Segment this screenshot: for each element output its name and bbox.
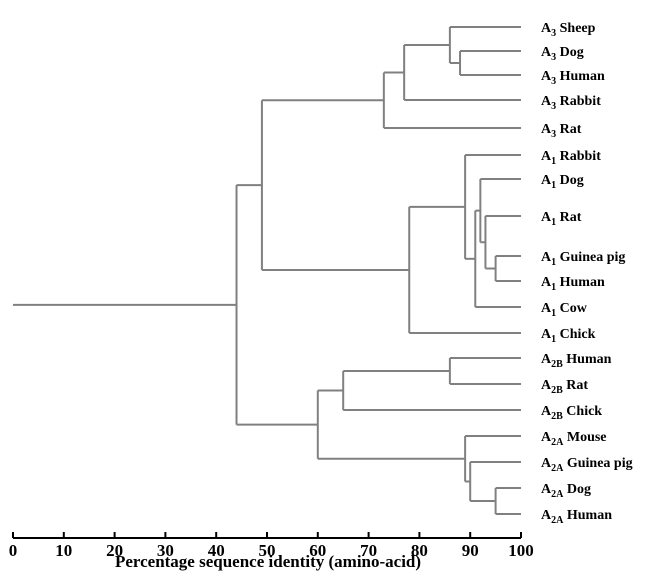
leaf-label: A3 Rat <box>541 122 582 140</box>
x-tick-label: 90 <box>462 541 479 560</box>
x-tick-label: 10 <box>55 541 72 560</box>
leaf-label: A1 Rabbit <box>541 149 601 167</box>
x-axis-title: Percentage sequence identity (amino-acid… <box>114 552 422 571</box>
x-tick-label: 20 <box>106 541 123 560</box>
leaf-label: A2B Human <box>541 352 612 370</box>
leaf-label: A1 Guinea pig <box>541 250 625 268</box>
x-axis: 0 10 20 30 40 50 60 70 80 90 100 <box>9 532 534 560</box>
x-tick-label: 0 <box>9 541 18 560</box>
x-tick-label: 30 <box>157 541 174 560</box>
x-tick-label: 70 <box>360 541 377 560</box>
x-tick-label: 80 <box>411 541 428 560</box>
leaf-label: A3 Human <box>541 69 605 87</box>
leaf-labels: A3 Sheep A3 Dog A3 Human A3 Rabbit A3 Rat A1 … <box>541 21 633 526</box>
leaf-label: A1 Cow <box>541 301 588 319</box>
leaf-label: A2A Dog <box>541 482 591 500</box>
leaf-label: A2B Chick <box>541 404 602 422</box>
leaf-label: A1 Rat <box>541 210 582 228</box>
leaf-label: A1 Dog <box>541 173 584 191</box>
leaf-label: A3 Sheep <box>541 21 596 39</box>
leaf-label: A2A Mouse <box>541 430 607 448</box>
leaf-label: A3 Dog <box>541 45 584 63</box>
leaf-label: A2A Guinea pig <box>541 456 633 474</box>
x-tick-label: 60 <box>309 541 326 560</box>
x-tick-label: 100 <box>508 541 534 560</box>
leaf-label: A1 Human <box>541 275 605 293</box>
leaf-label: A2B Rat <box>541 378 588 396</box>
dendrogram-branches <box>13 26 521 515</box>
leaf-label: A2A Human <box>541 508 612 526</box>
leaf-label: A1 Chick <box>541 327 596 345</box>
x-tick-label: 50 <box>259 541 276 560</box>
leaf-label: A3 Rabbit <box>541 94 601 112</box>
x-tick-label: 40 <box>208 541 225 560</box>
